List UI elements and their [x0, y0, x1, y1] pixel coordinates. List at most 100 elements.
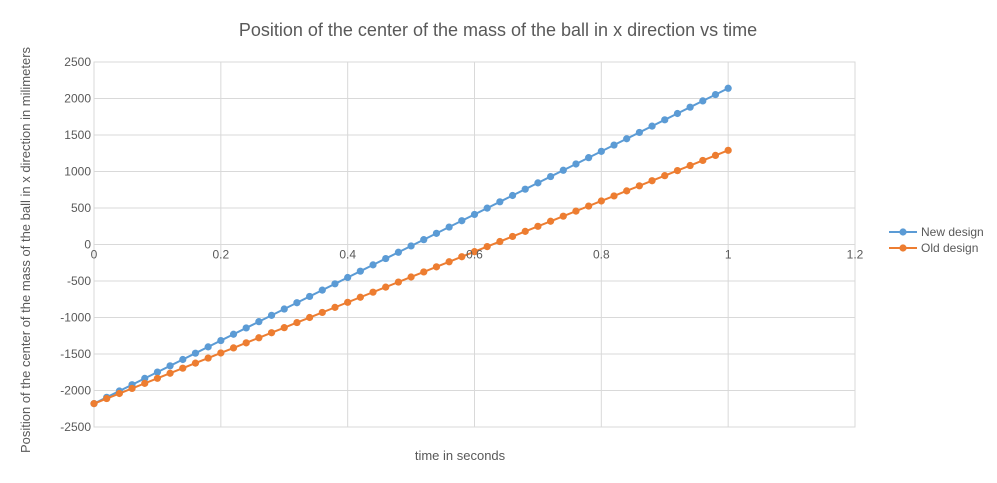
data-point: [686, 161, 694, 170]
data-point: [90, 400, 98, 408]
data-point: [559, 166, 567, 174]
x-tick-label: 0: [91, 248, 98, 262]
data-point: [242, 324, 250, 332]
data-point: [293, 318, 301, 327]
data-point: [508, 232, 517, 241]
data-point: [344, 273, 352, 282]
data-point: [521, 185, 529, 193]
data-point: [331, 280, 339, 288]
x-axis-tick-labels: 0 0.2 0.4 0.6 0.8 1 1.2: [91, 248, 864, 262]
data-point: [318, 286, 326, 294]
data-point: [686, 103, 694, 111]
data-point: [534, 179, 542, 187]
data-point: [229, 344, 238, 352]
data-point: [217, 349, 225, 357]
data-point: [153, 368, 162, 376]
data-point: [572, 207, 580, 215]
data-point: [445, 223, 453, 231]
y-tick-label: -1000: [60, 311, 91, 325]
y-tick-label: 1000: [64, 165, 91, 179]
y-tick-label: 500: [71, 201, 91, 215]
data-point: [559, 212, 567, 220]
y-tick-label: 2000: [64, 92, 91, 106]
y-axis-tick-labels: 2500 2000 1500 1000 500 0 -500 -1000 -1500 -2000 -…: [60, 55, 91, 434]
data-point: [204, 343, 212, 351]
data-point: [242, 339, 250, 347]
data-point: [394, 248, 402, 256]
data-point: [407, 242, 415, 250]
data-point: [344, 298, 352, 306]
data-point: [407, 273, 415, 281]
data-point: [508, 191, 517, 200]
data-point: [547, 172, 555, 181]
data-point: [306, 313, 314, 322]
series-layer: [90, 84, 732, 408]
data-point: [179, 364, 187, 372]
data-point: [191, 349, 200, 357]
data-point: [115, 389, 123, 398]
data-point: [166, 362, 174, 370]
data-point: [610, 192, 618, 200]
data-point: [382, 254, 390, 263]
data-point: [153, 374, 162, 382]
data-point: [369, 288, 377, 296]
legend: New design Old design: [889, 225, 984, 255]
data-point: [673, 109, 682, 118]
data-point: [483, 242, 491, 251]
data-point: [255, 318, 263, 326]
data-point: [229, 330, 238, 338]
legend-label: New design: [921, 225, 984, 239]
data-point: [318, 308, 326, 317]
data-point: [661, 116, 669, 124]
legend-marker: [899, 244, 907, 252]
data-point: [458, 217, 466, 225]
data-point: [711, 151, 720, 159]
data-point: [547, 217, 555, 225]
data-point: [711, 90, 720, 99]
data-point: [306, 292, 314, 301]
y-tick-label: 2500: [64, 55, 91, 69]
data-point: [623, 135, 631, 143]
chart-title: Position of the center of the mass of th…: [239, 20, 757, 40]
data-point: [585, 202, 593, 210]
data-point: [420, 236, 428, 244]
y-tick-label: -2500: [60, 420, 91, 434]
data-point: [267, 329, 276, 337]
y-tick-label: -500: [67, 274, 91, 288]
data-point: [356, 293, 364, 301]
data-point: [420, 268, 428, 276]
data-point: [597, 197, 605, 205]
y-tick-label: -1500: [60, 347, 91, 361]
legend-label: Old design: [921, 241, 978, 255]
data-point: [635, 182, 643, 190]
gridlines: [93, 61, 856, 428]
data-point: [699, 156, 707, 165]
data-point: [280, 324, 288, 332]
x-tick-label: 1: [725, 248, 732, 262]
data-point: [369, 261, 377, 269]
data-point: [128, 384, 136, 393]
x-tick-label: 1.2: [847, 248, 864, 262]
data-point: [331, 303, 339, 311]
series-2: [90, 146, 732, 408]
data-point: [699, 97, 707, 105]
data-point: [661, 172, 669, 180]
y-tick-label: 1500: [64, 128, 91, 142]
data-point: [496, 198, 504, 206]
legend-marker: [899, 228, 907, 236]
data-point: [635, 128, 643, 137]
data-point: [597, 147, 605, 155]
data-point: [191, 359, 200, 367]
x-axis-title: time in seconds: [415, 448, 506, 463]
data-point: [585, 154, 593, 162]
data-point: [141, 374, 149, 383]
data-point: [572, 160, 580, 168]
data-point: [610, 141, 618, 149]
data-point: [724, 146, 732, 154]
data-point: [432, 263, 441, 271]
data-point: [445, 258, 453, 266]
data-point: [179, 355, 187, 364]
data-point: [458, 253, 466, 261]
x-tick-label: 0.2: [212, 248, 229, 262]
